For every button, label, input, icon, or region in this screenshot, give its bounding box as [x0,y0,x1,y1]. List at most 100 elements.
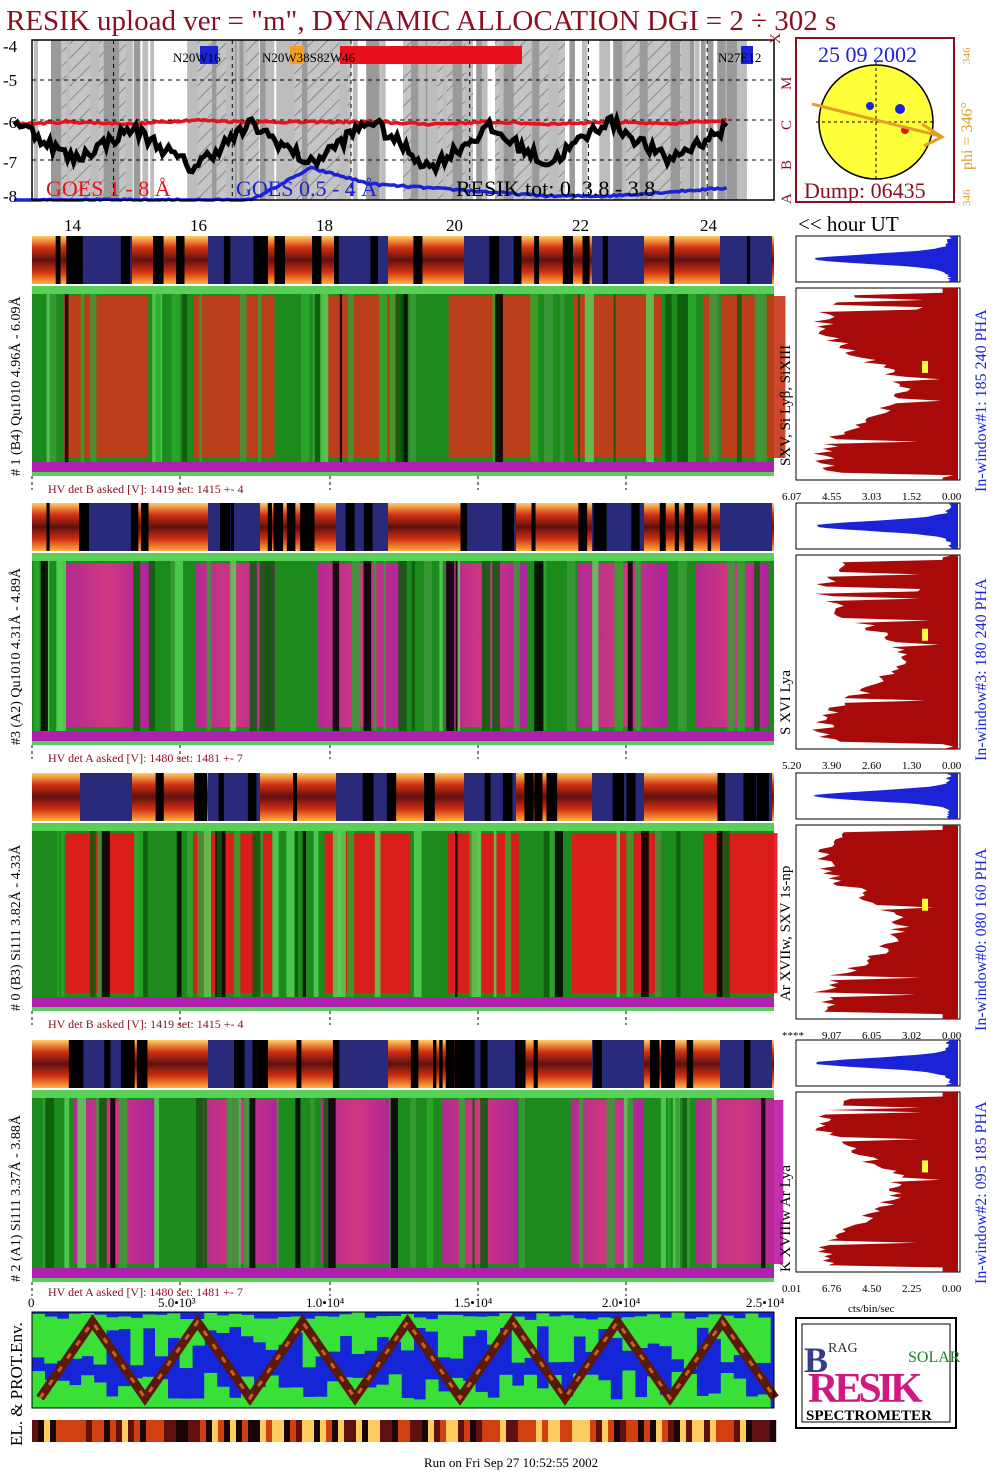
spectrogram-stripe [518,1090,526,1282]
dump-number: Dump: 06435 [804,178,926,203]
env-strip-cell [236,1420,243,1442]
spectrogram-stripe [233,823,241,1011]
spectrogram-stripe [99,1090,107,1282]
env-strip-cell [458,1420,465,1442]
hv-label: HV det B asked [V]: 1419 set: 1415 +- 4 [48,482,244,496]
env-green-bottom [733,1378,747,1408]
goes-y-tick-4: -7 [3,153,18,172]
legend-goes-short: GOES 0.5 - 4 Å [236,176,377,201]
env-strip-cell [314,1420,321,1442]
env-strip-cell [110,1420,117,1442]
spectrogram-stripe [226,1090,233,1282]
spectrogram-stripe [294,823,298,1011]
band-gap [756,773,766,821]
spectrogram-stripe [626,823,634,1011]
band-dark [720,236,772,284]
spectrogram-stripe [101,823,110,1011]
band-gap [593,503,601,551]
env-strip-cell [68,1420,75,1442]
band-gap [684,503,694,551]
spectrogram-top-band [32,553,774,561]
env-strip-cell [164,1420,171,1442]
spectrogram-stripe [614,553,623,745]
band-gap [578,503,584,551]
spectrogram-stripe [302,823,306,1011]
spectrum-x-tick: 2.25 [902,1283,922,1295]
env-green-bottom [290,1387,304,1408]
env-strip-cell [32,1420,39,1442]
spectrogram-stripe [665,286,672,476]
band-gap [72,236,80,284]
spectrogram-stripe [471,823,481,1011]
band-gap [261,1040,268,1088]
spectrogram-stripe [97,823,105,1011]
env-strip-cell [506,1420,513,1442]
spectrogram-stripe [426,1090,434,1282]
env-strip-cell [584,1420,591,1442]
band-gap [267,503,272,551]
env-green-bottom [278,1387,291,1408]
env-strip-cell [56,1420,63,1442]
env-strip-cell [710,1420,717,1442]
spectrogram-stripe [675,1090,679,1282]
env-green-bottom [634,1397,648,1408]
env-strip-cell [542,1420,549,1442]
env-strip-cell [578,1420,585,1442]
env-strip-cell [116,1420,123,1442]
spectrogram-stripe [64,286,69,476]
band-gap [46,503,50,551]
hv-label: HV det A asked [V]: 1480 set: 1481 +- 7 [48,751,243,765]
spectrogram-stripe [90,823,96,1011]
spectrogram-stripe [455,823,458,1011]
band-gap [155,773,160,821]
detector-panel-3: # 2 (A1) Si111 3.37Å - 3.88Å K XVIIIw Ar … [8,1039,990,1299]
shade-bar [499,40,507,200]
band-gap [534,236,540,284]
goes-y-tick-1: -4 [3,37,18,56]
spectrogram-stripe [481,553,491,745]
band-gap [120,1040,131,1088]
window-marker [922,898,928,911]
spectrogram-stripe [754,553,760,745]
spectrogram-stripe [134,823,144,1011]
spectrogram-block [193,296,275,458]
band-gap [153,236,164,284]
spectrogram-stripe [203,1090,207,1282]
spectrogram-stripe [47,286,57,476]
env-strip-cell [200,1420,207,1442]
spectrogram-stripe [727,553,735,745]
band-gap [198,773,208,821]
spectrogram-stripe [389,286,395,476]
spectrogram-stripe [310,1090,315,1282]
spectrogram-stripe [57,823,60,1011]
band-gap [252,1040,258,1088]
spectrogram-stripe [352,553,361,745]
spectrum-fill [815,1092,958,1272]
spectrogram-stripe [660,1090,666,1282]
region-label-3: N27E12 [718,50,761,65]
env-strip-cell [362,1420,369,1442]
env-green-top [413,1317,427,1328]
spectrogram-stripe [252,823,261,1011]
spectrum-x-tick: 1.52 [902,491,921,503]
band-gap [83,503,89,551]
legend-resik: RESIK tot: 0, 3.8 - 3.8 [456,176,655,201]
env-strip-cell [746,1420,753,1442]
env-strip-cell [260,1420,267,1442]
env-strip-cell [302,1420,309,1442]
spectrogram-stripe [286,823,295,1011]
spectrogram-stripe [378,286,388,476]
spectrogram-stripe [206,553,212,745]
env-strip-cell [230,1420,237,1442]
shade-bar [569,40,575,200]
spectrogram-stripe [530,286,539,476]
spectrum-fill [812,555,958,749]
band-gap [230,503,234,551]
env-green-bottom [265,1375,279,1408]
env-green-top [56,1318,70,1361]
env-strip-cell [212,1420,219,1442]
band-gap [554,773,558,821]
band-strip [32,236,774,284]
env-strip-cell [128,1420,135,1442]
env-green-top [647,1314,660,1344]
